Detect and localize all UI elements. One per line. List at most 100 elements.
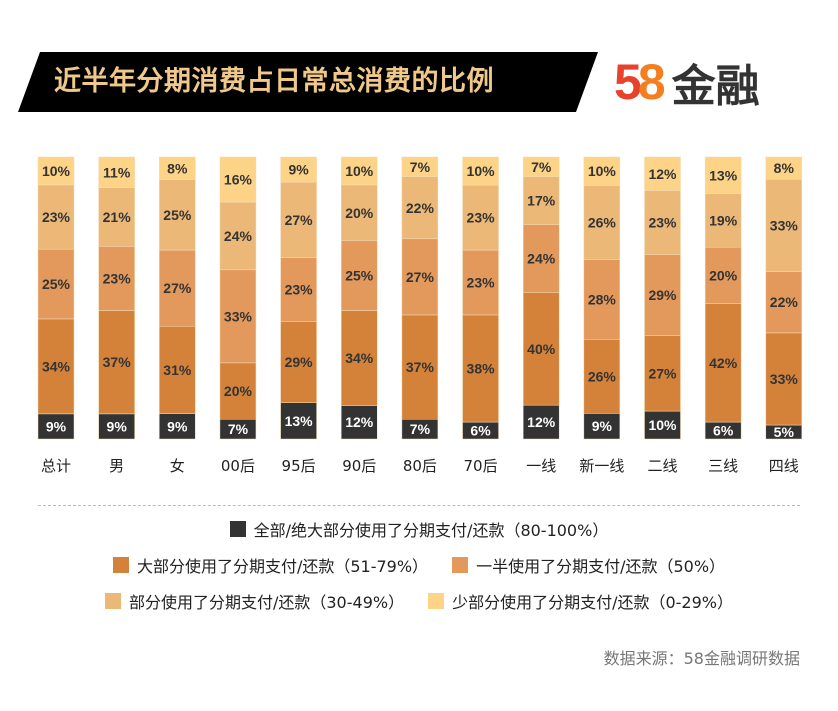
data-label: 27% [648,365,677,381]
brand-logo: 5 8 金融 [614,52,760,112]
data-label: 34% [345,350,374,366]
bar-segment [522,224,560,293]
data-label: 16% [224,172,253,188]
category-label: 女 [170,457,185,475]
data-label: 12% [527,414,556,430]
data-label: 20% [345,205,374,221]
bar-segment [401,238,439,316]
data-label: 13% [709,167,738,183]
bar-segment [401,314,439,420]
bar-segment [765,156,803,180]
bar-segment [219,269,257,364]
legend-swatch [428,593,445,609]
data-label: 7% [531,159,552,175]
bar-segment [401,156,439,177]
bar-segment [280,181,317,258]
category-label: 四线 [769,457,799,475]
legend-label: 大部分使用了分期支付/还款（51-79%） [136,557,429,576]
data-label: 23% [42,209,71,225]
bar-segment [401,176,439,240]
data-label: 9% [592,418,613,434]
data-label: 33% [224,308,253,324]
logo-digit-5: 5 [614,54,642,110]
data-label: 7% [410,159,431,175]
bar-segment [159,249,196,327]
title-banner: 近半年分期消费占日常总消费的比例 [18,52,598,112]
category-label: 00后 [221,457,255,475]
bar-segment [159,413,196,440]
bar-segment [462,249,499,316]
data-label: 12% [345,414,374,430]
data-label: 9% [107,418,128,434]
bar-segment [341,156,378,186]
data-label: 10% [467,163,496,179]
category-label: 男 [109,457,124,475]
data-label: 10% [345,163,374,179]
data-label: 19% [709,212,738,228]
data-label: 25% [345,268,374,284]
bar-segment [644,410,681,440]
legend-swatch [104,593,121,609]
data-label: 24% [527,251,556,267]
data-label: 33% [770,217,799,233]
logo-word: 金融 [671,61,760,112]
data-label: 23% [285,282,314,298]
data-label: 7% [410,421,431,437]
data-label: 22% [770,294,799,310]
data-label: 33% [770,371,799,387]
logo-digit-8: 8 [637,54,666,110]
data-label: 6% [470,423,491,439]
bar-segment [583,185,621,260]
bar-segment [583,339,621,414]
bar-segment [341,240,378,311]
bar-segment [644,190,681,255]
bar-segment [644,156,681,191]
data-label: 26% [588,368,617,384]
data-label: 8% [774,160,795,176]
bar-segment [644,335,681,412]
bar-segment [522,176,560,225]
data-label: 11% [103,164,131,180]
data-label: 7% [228,421,249,437]
bar-segment [37,156,75,186]
bar-segment [280,321,317,403]
legend-item: 少部分使用了分期支付/还款（0-29%） [428,589,733,613]
bar-segment [219,362,257,420]
legend-label: 全部/绝大部分使用了分期支付/还款（80-100%） [253,521,609,540]
category-label: 二线 [647,457,677,475]
bar-segment [159,156,196,180]
bar-segment [98,156,135,188]
bar-segment [704,193,742,248]
bar-segment [583,156,621,186]
category-label: 总计 [41,457,71,475]
title-banner-background [18,52,598,112]
data-label: 40% [527,341,556,357]
data-label: 27% [163,280,192,296]
bar-segment [765,179,803,272]
data-label: 12% [648,166,677,182]
data-label: 26% [588,215,617,231]
legend-swatch [229,521,246,537]
data-label: 29% [285,354,314,370]
data-label: 10% [648,417,677,433]
category-label: 70后 [464,457,498,475]
data-label: 37% [406,359,435,375]
bar-segment [341,310,378,406]
data-label: 23% [103,270,132,286]
data-label: 29% [648,287,677,303]
legend-row-2: 大部分使用了分期支付/还款（51-79%） 一半使用了分期支付/还款（50%） [0,553,838,577]
data-label: 27% [285,212,314,228]
bar-segment [583,259,621,340]
bar-segment [704,246,742,304]
bar-segment [462,314,499,423]
category-label: 新一线 [579,457,624,475]
bar-segment [98,413,135,440]
data-label: 42% [709,355,738,371]
legend-row-1: 全部/绝大部分使用了分期支付/还款（80-100%） [0,517,838,541]
bar-segment [341,184,378,242]
data-label: 20% [224,383,253,399]
data-label: 6% [713,423,734,439]
legend-swatch [452,557,469,573]
category-label: 95后 [282,457,316,475]
data-source: 数据来源：58金融调研数据 [603,649,800,668]
